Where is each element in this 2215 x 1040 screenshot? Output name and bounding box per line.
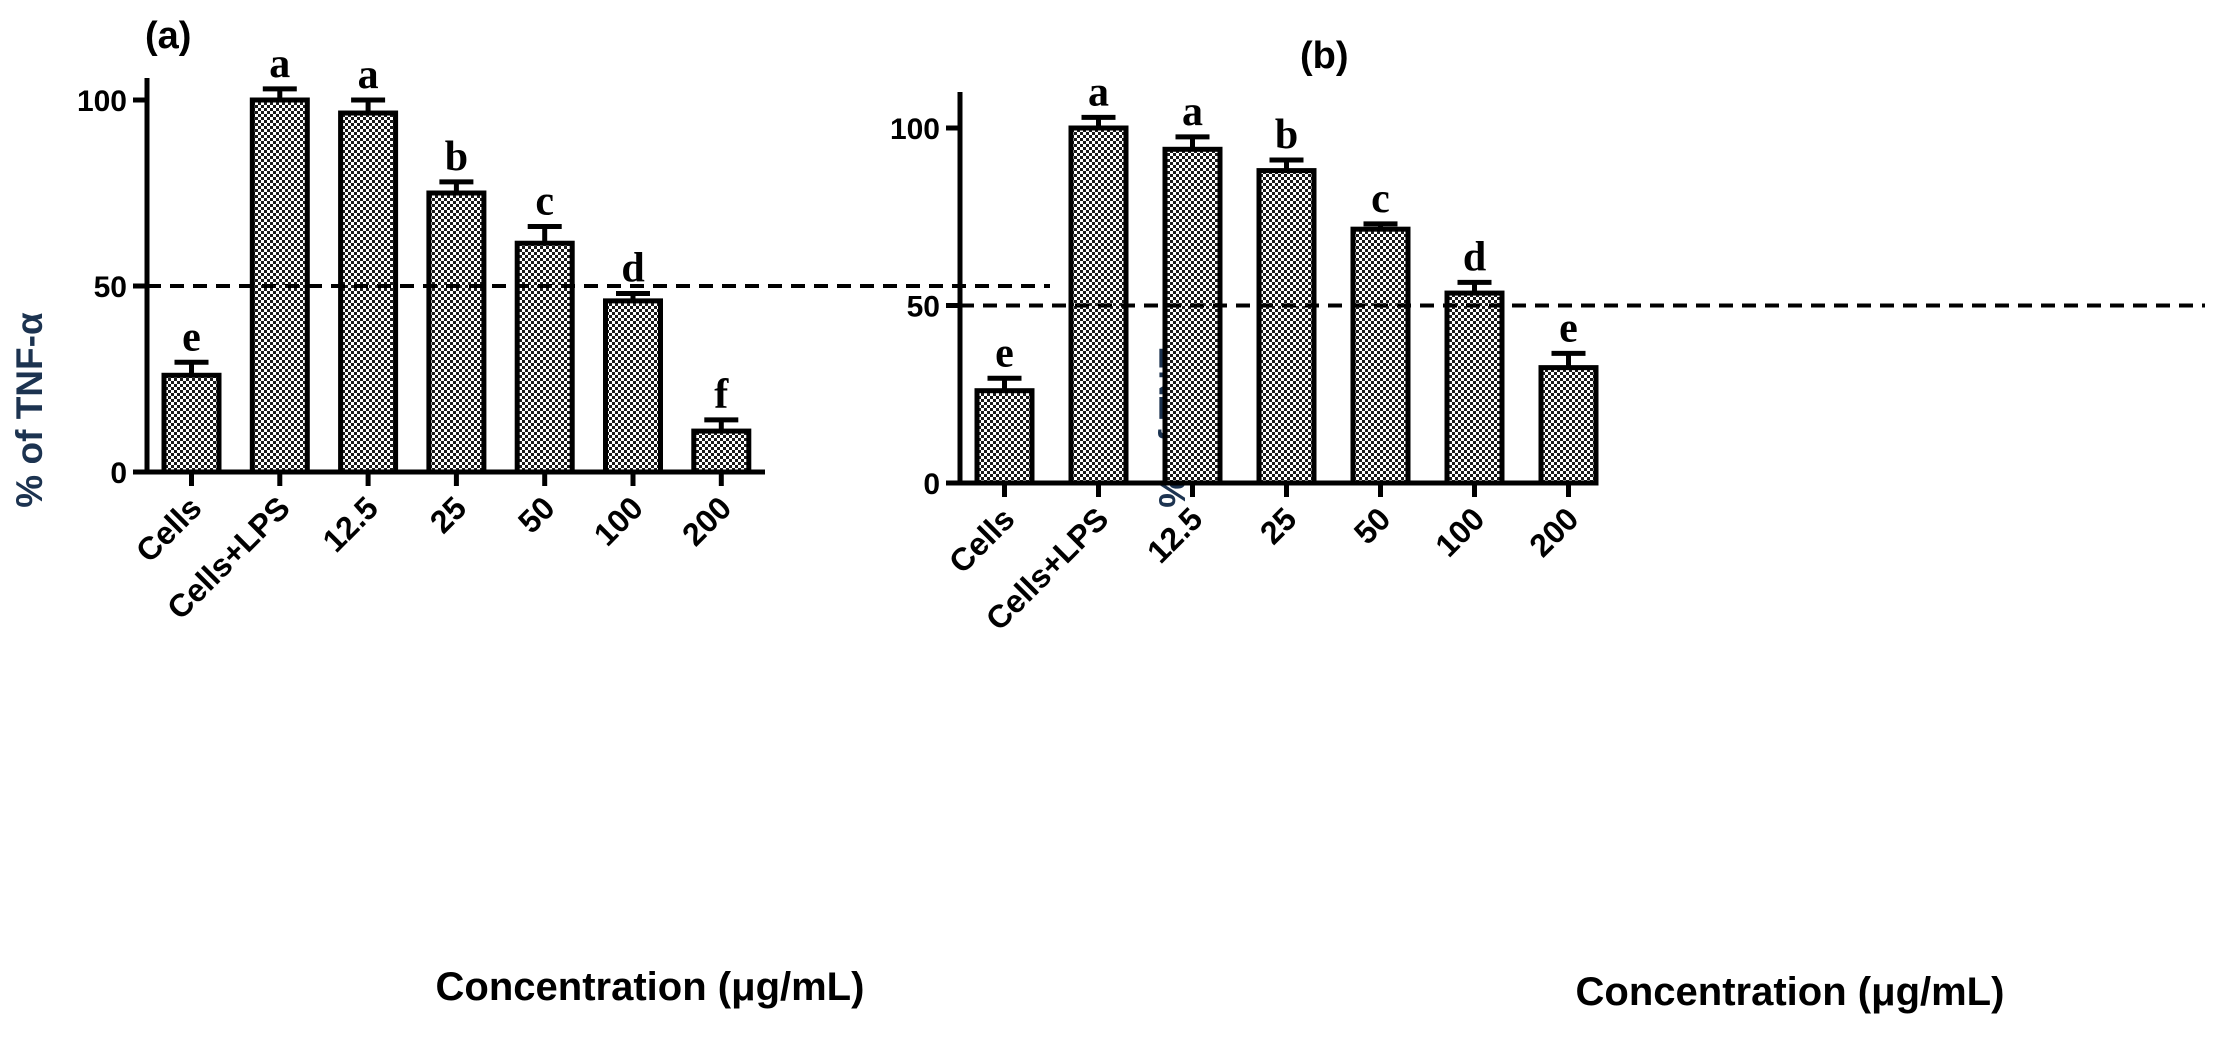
- y-tick-label-a: 50: [94, 271, 127, 304]
- significance-label-a-2: a: [358, 52, 379, 98]
- category-label-a-5: 100: [587, 489, 650, 552]
- bar-a-2: [338, 110, 399, 475]
- significance-label-b-1: a: [1088, 69, 1109, 115]
- bar-b-5: [1444, 290, 1505, 486]
- category-label-b-2: 12.5: [1140, 500, 1209, 569]
- y-tick-label-b: 0: [923, 468, 940, 501]
- significance-label-a-5: d: [621, 245, 644, 291]
- significance-label-a-3: b: [445, 134, 468, 180]
- bar-b-4: [1350, 226, 1411, 486]
- significance-label-a-6: f: [714, 372, 729, 418]
- y-tick-label-b: 100: [890, 113, 940, 146]
- x-axis-title-b: Concentration (μg/mL): [1576, 970, 2005, 1014]
- chart-panel-a: (a) % of TNF-α Concentration (μg/mL) 0 50…: [9, 15, 1050, 1009]
- category-label-a-4: 50: [511, 489, 562, 540]
- bar-a-1: [249, 97, 310, 475]
- chart-panel-b: (b) % of TNF-α Concentration (μg/mL) 050…: [890, 35, 2205, 1014]
- category-label-b-3: 25: [1253, 500, 1304, 551]
- bar-a-6: [691, 428, 752, 475]
- y-tick-label-a: 100: [77, 85, 127, 118]
- bar-a-4: [514, 240, 575, 475]
- category-label-b-4: 50: [1347, 500, 1398, 551]
- significance-label-b-2: a: [1182, 89, 1203, 135]
- bar-b-6: [1538, 365, 1599, 486]
- y-tick-label-a: 0: [110, 457, 127, 490]
- bar-b-3: [1256, 168, 1317, 486]
- category-label-b-6: 200: [1522, 500, 1585, 563]
- y-tick-label-b: 50: [907, 291, 940, 324]
- significance-label-a-0: e: [182, 314, 201, 360]
- significance-label-b-0: e: [995, 330, 1014, 376]
- panel-label-b: (b): [1300, 35, 1349, 77]
- bar-a-0: [161, 372, 222, 475]
- category-label-a-0: Cells: [129, 489, 209, 569]
- significance-label-b-3: b: [1275, 112, 1298, 158]
- significance-label-a-4: c: [535, 178, 554, 224]
- y-axis-title-a: % of TNF-α: [9, 312, 50, 508]
- significance-label-b-6: e: [1559, 305, 1578, 351]
- significance-label-a-1: a: [269, 41, 290, 87]
- x-axis-title-a: Concentration (μg/mL): [436, 965, 865, 1009]
- bar-a-5: [603, 298, 663, 475]
- bar-a-3: [426, 190, 487, 475]
- category-label-a-2: 12.5: [316, 489, 385, 558]
- bar-b-0: [974, 388, 1035, 486]
- significance-label-b-4: c: [1371, 176, 1390, 222]
- category-label-b-5: 100: [1428, 500, 1491, 563]
- category-label-b-0: Cells: [942, 500, 1022, 580]
- panel-label-a: (a): [145, 15, 191, 57]
- bar-b-2: [1162, 146, 1223, 486]
- significance-label-b-5: d: [1463, 234, 1486, 280]
- category-label-a-3: 25: [423, 489, 474, 540]
- category-label-a-6: 200: [675, 489, 738, 552]
